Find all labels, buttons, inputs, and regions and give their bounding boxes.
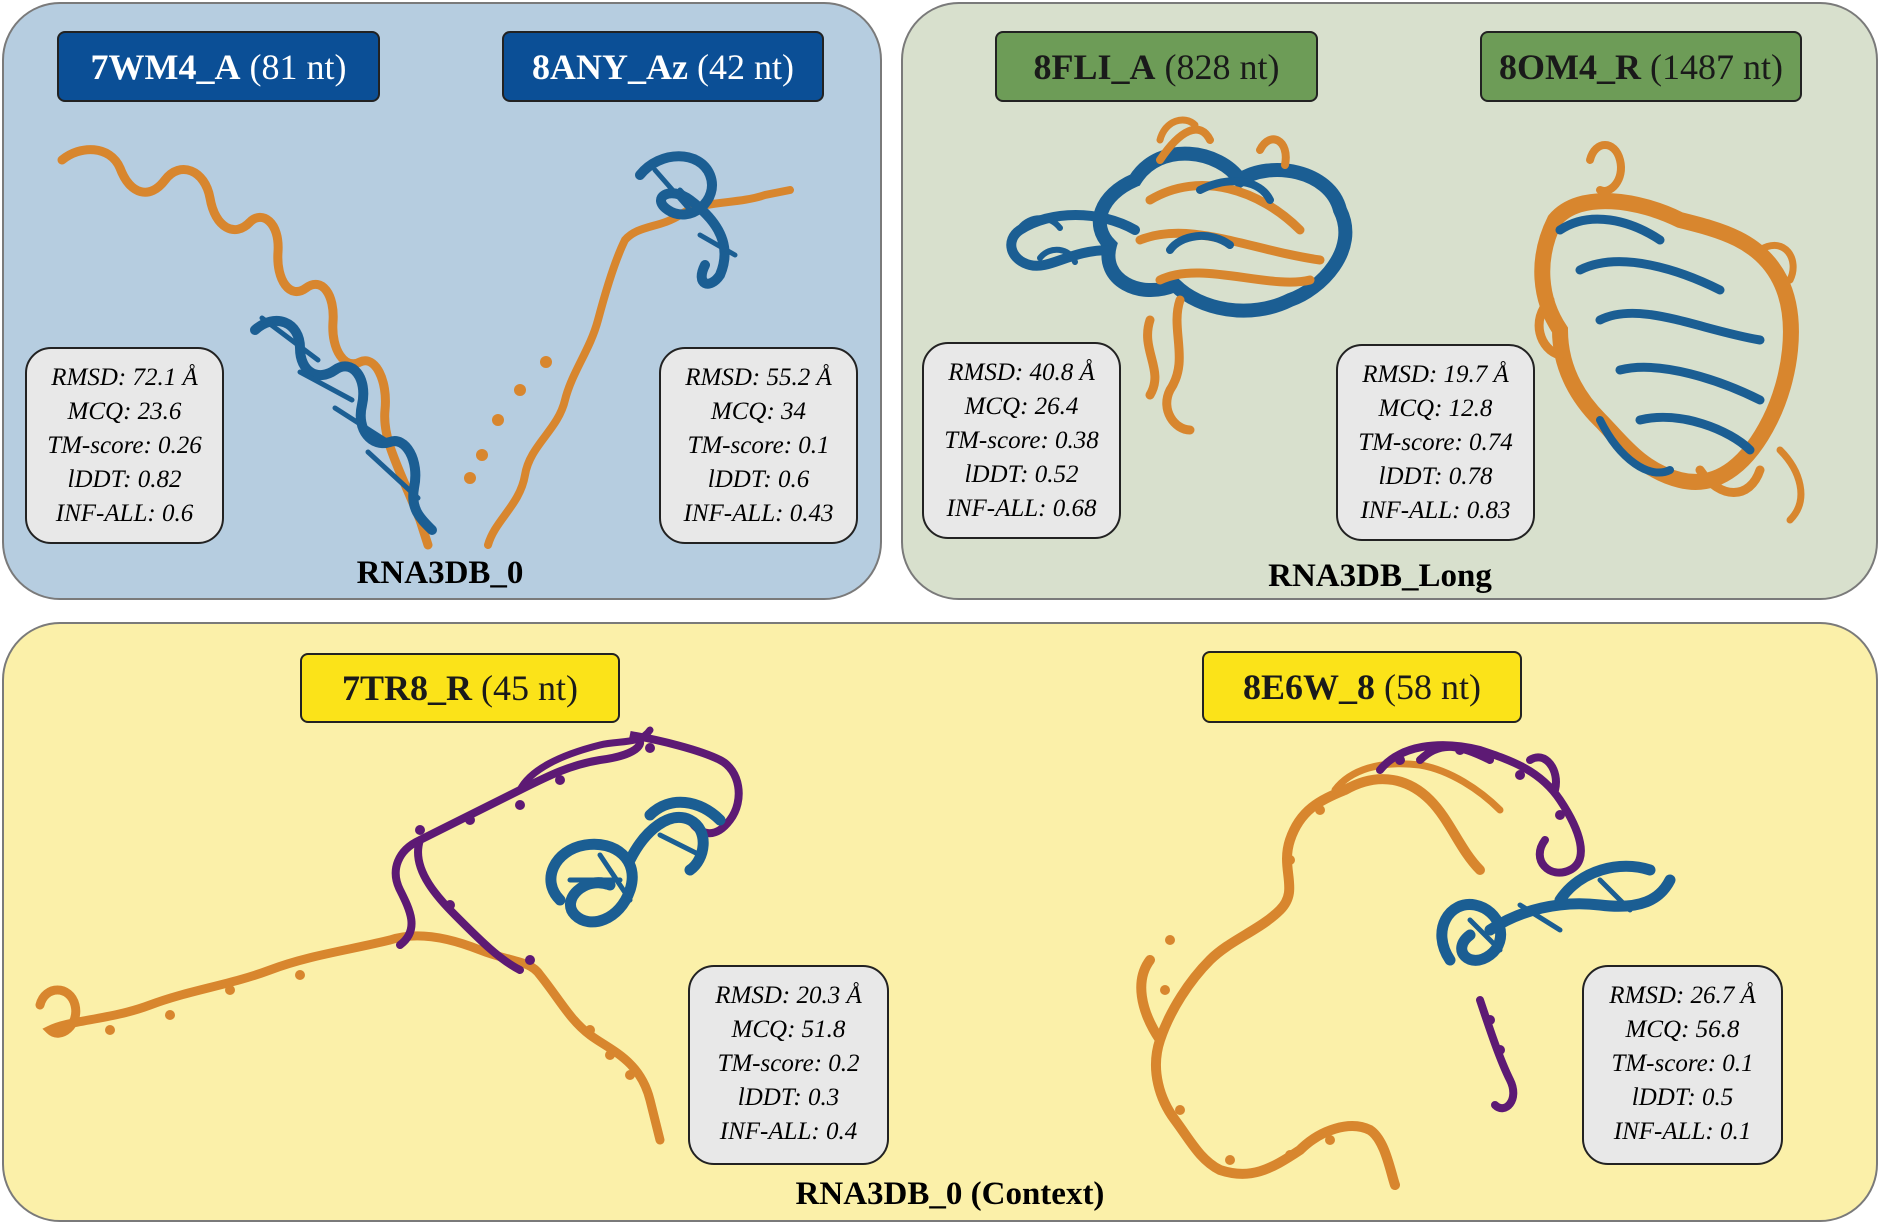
metric-rmsd: RMSD: 40.8 Å xyxy=(948,359,1095,386)
structure-id: 7TR8_R xyxy=(342,668,473,708)
metric-lddt: lDDT: 0.6 xyxy=(707,466,810,493)
structure-id: 8E6W_8 xyxy=(1243,667,1376,707)
panel-title: RNA3DB_Long xyxy=(1268,558,1492,594)
structure-length: (81 nt) xyxy=(249,46,347,87)
example-label-8any: 8ANY_Az (42 nt) xyxy=(502,31,824,102)
structure-id: 8FLI_A xyxy=(1033,46,1156,87)
metric-inf-all: INF-ALL: 0.68 xyxy=(946,495,1097,522)
metric-inf-all: INF-ALL: 0.1 xyxy=(1613,1118,1752,1145)
structure-7wm4-render xyxy=(57,145,437,550)
metric-inf-all: INF-ALL: 0.83 xyxy=(1360,497,1511,524)
metric-mcq: MCQ: 23.6 xyxy=(67,398,182,425)
metric-tm-score: TM-score: 0.1 xyxy=(687,432,830,459)
metric-tm-score: TM-score: 0.26 xyxy=(47,432,202,459)
example-label-7tr8: 7TR8_R (45 nt) xyxy=(300,653,620,723)
structure-8fli-render xyxy=(1006,116,1353,435)
example-label-8fli: 8FLI_A (828 nt) xyxy=(995,31,1318,102)
metrics-box-8any: RMSD: 55.2 Å MCQ: 34 TM-score: 0.1 lDDT:… xyxy=(659,347,858,544)
structure-length: (828 nt) xyxy=(1164,46,1280,87)
metrics-box-8om4: RMSD: 19.7 Å MCQ: 12.8 TM-score: 0.74 lD… xyxy=(1336,344,1535,541)
structure-length: (45 nt) xyxy=(481,668,578,708)
metric-lddt: lDDT: 0.78 xyxy=(1378,463,1493,490)
metric-lddt: lDDT: 0.3 xyxy=(737,1084,840,1111)
metric-mcq: MCQ: 26.4 xyxy=(964,393,1079,420)
structure-id: 8ANY_Az xyxy=(532,46,688,87)
metric-inf-all: INF-ALL: 0.43 xyxy=(683,500,834,527)
structure-id: 7WM4_A xyxy=(90,46,241,87)
metrics-box-7tr8: RMSD: 20.3 Å MCQ: 51.8 TM-score: 0.2 lDD… xyxy=(688,965,889,1165)
example-label-8om4: 8OM4_R (1487 nt) xyxy=(1480,31,1802,102)
structure-8any-render xyxy=(464,151,794,549)
metrics-box-8e6w: RMSD: 26.7 Å MCQ: 56.8 TM-score: 0.1 lDD… xyxy=(1582,965,1783,1165)
structure-length: (42 nt) xyxy=(697,46,794,87)
metric-rmsd: RMSD: 26.7 Å xyxy=(1609,982,1756,1009)
panel-title: RNA3DB_0 (Context) xyxy=(795,1176,1105,1212)
structure-8om4-render xyxy=(1534,141,1805,524)
metric-tm-score: TM-score: 0.38 xyxy=(944,427,1099,454)
metric-lddt: lDDT: 0.82 xyxy=(67,466,182,493)
metric-inf-all: INF-ALL: 0.4 xyxy=(719,1118,858,1145)
metric-mcq: MCQ: 12.8 xyxy=(1378,395,1493,422)
metric-tm-score: TM-score: 0.74 xyxy=(1358,429,1513,456)
metric-lddt: lDDT: 0.5 xyxy=(1631,1084,1734,1111)
metric-rmsd: RMSD: 55.2 Å xyxy=(685,364,832,391)
metric-tm-score: TM-score: 0.2 xyxy=(717,1050,860,1077)
metric-tm-score: TM-score: 0.1 xyxy=(1611,1050,1754,1077)
metric-mcq: MCQ: 34 xyxy=(710,398,807,425)
metric-rmsd: RMSD: 19.7 Å xyxy=(1362,361,1509,388)
structure-length: (58 nt) xyxy=(1384,667,1481,707)
metrics-box-7wm4: RMSD: 72.1 Å MCQ: 23.6 TM-score: 0.26 lD… xyxy=(25,347,224,544)
metrics-box-8fli: RMSD: 40.8 Å MCQ: 26.4 TM-score: 0.38 lD… xyxy=(922,342,1121,539)
metric-rmsd: RMSD: 20.3 Å xyxy=(715,982,862,1009)
structure-length: (1487 nt) xyxy=(1650,46,1783,87)
metric-lddt: lDDT: 0.52 xyxy=(964,461,1079,488)
structure-id: 8OM4_R xyxy=(1499,46,1641,87)
example-label-7wm4: 7WM4_A (81 nt) xyxy=(57,31,380,102)
metric-mcq: MCQ: 56.8 xyxy=(1625,1016,1740,1043)
metric-inf-all: INF-ALL: 0.6 xyxy=(55,500,194,527)
metric-mcq: MCQ: 51.8 xyxy=(731,1016,846,1043)
metric-rmsd: RMSD: 72.1 Å xyxy=(51,364,198,391)
panel-title: RNA3DB_0 xyxy=(356,555,524,591)
example-label-8e6w: 8E6W_8 (58 nt) xyxy=(1202,651,1522,723)
